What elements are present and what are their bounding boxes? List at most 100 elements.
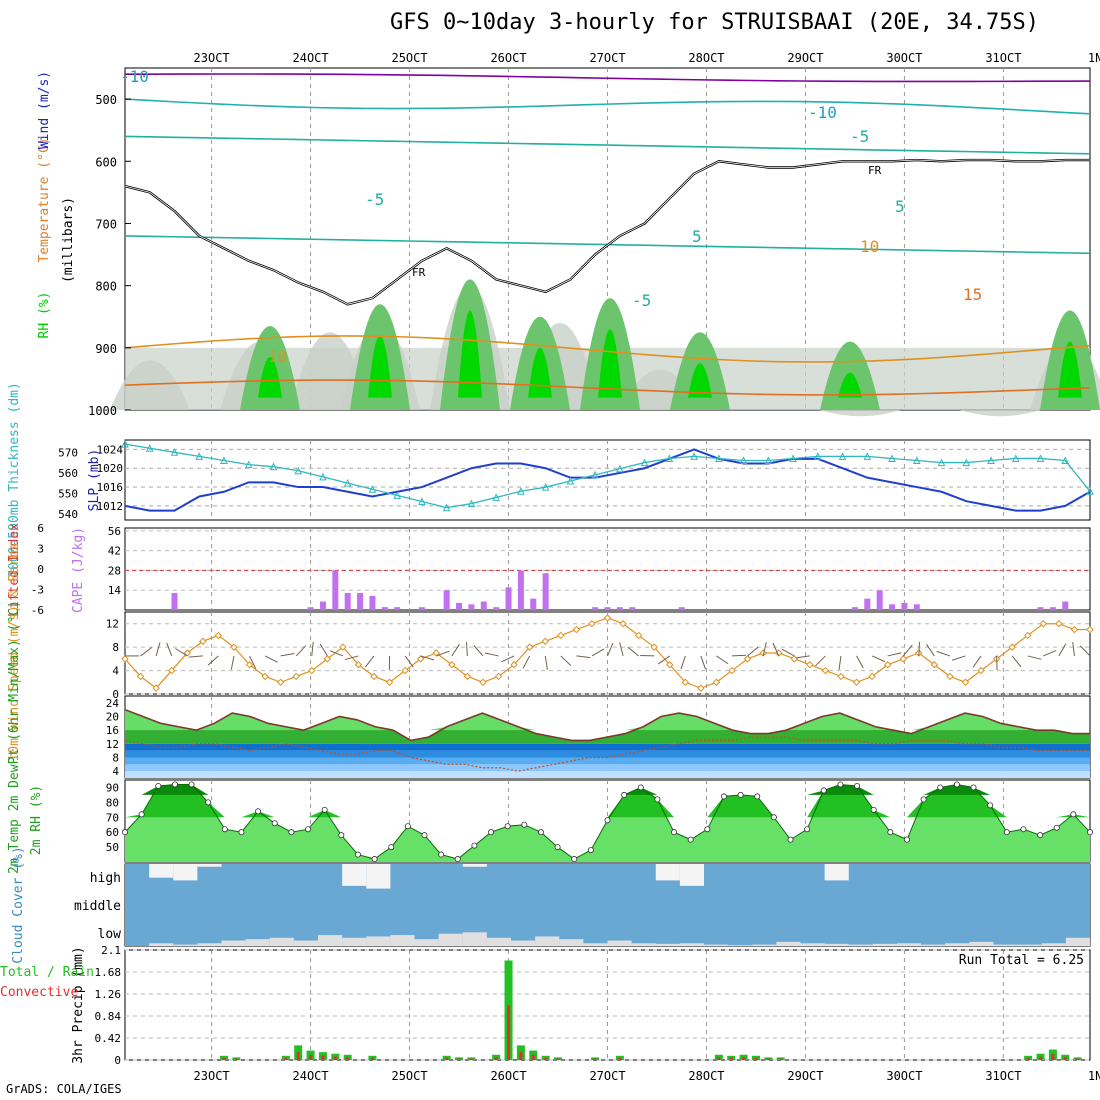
rh-area-bright <box>258 357 282 398</box>
wind-barb <box>856 655 864 669</box>
wind-barb <box>700 655 706 670</box>
wind-barb <box>264 655 278 663</box>
wind-speed-point <box>634 631 643 640</box>
low-cloud-bar <box>366 936 391 946</box>
wind-speed-point <box>930 661 939 669</box>
wind-barb <box>344 655 359 661</box>
rh-point <box>454 856 461 863</box>
y-tick-label: 12 <box>106 738 119 751</box>
wind-speed-point <box>961 678 970 686</box>
wind-barb <box>280 653 295 657</box>
wind-speed-point <box>977 666 985 675</box>
y-tick-label: 1000 <box>88 404 117 418</box>
low-cloud-bar <box>559 939 584 946</box>
rh-point <box>504 823 511 830</box>
thickness-point <box>888 454 896 462</box>
rh-point <box>404 823 411 830</box>
thickness-point <box>814 452 822 460</box>
temp-contour-label: -5 <box>365 190 384 209</box>
thickness-point <box>616 464 624 473</box>
precip-conv-bar <box>469 1058 473 1060</box>
rh-point <box>704 826 711 833</box>
y-axis-title: Temperature (°C) <box>37 137 52 262</box>
y-tick-label: 2.1 <box>101 944 121 957</box>
wind-speed-point <box>354 661 363 669</box>
cape-bar <box>493 607 500 610</box>
rh-area-bright <box>688 363 712 398</box>
wind-barb <box>1079 645 1091 657</box>
y-tick-label: 560 <box>58 467 78 480</box>
wind-barb <box>295 645 307 657</box>
rh-point <box>587 847 594 854</box>
rh-point <box>571 856 578 863</box>
rh-point <box>537 829 544 836</box>
high-cloud-bar <box>149 864 174 878</box>
temp-area-warm <box>125 709 1090 731</box>
wind-barb <box>404 655 414 668</box>
precip-conv-bar <box>742 1057 746 1060</box>
wind-speed-point <box>401 666 409 675</box>
precip-conv-bar <box>445 1057 449 1060</box>
rh-point <box>338 832 345 839</box>
y-tick-label: 1.68 <box>95 966 122 979</box>
rh-area-bright <box>838 372 862 398</box>
time-label-top: 28OCT <box>688 51 724 65</box>
y-tick-label: 16 <box>106 724 119 737</box>
wind-speed-point <box>136 672 145 681</box>
wind-speed-point <box>883 661 892 669</box>
thickness-point <box>492 493 500 501</box>
cape-bar <box>913 604 920 610</box>
rh-point <box>205 799 212 806</box>
rh-point <box>804 826 811 833</box>
low-cloud-bar <box>221 940 246 946</box>
wind-barb <box>365 655 375 668</box>
y-tick-label: 20 <box>106 711 119 724</box>
thickness-point <box>393 491 401 499</box>
low-cloud-bar <box>897 943 922 946</box>
thickness-point <box>195 452 204 460</box>
wind-barb <box>166 642 173 657</box>
precip-conv-bar <box>754 1057 758 1060</box>
rh-area-bright <box>1058 341 1082 398</box>
wind-barb <box>607 642 614 657</box>
wind-speed-point <box>385 678 394 686</box>
cape-bar <box>456 602 463 610</box>
rh-point <box>953 781 960 788</box>
low-cloud-bar <box>993 944 1018 946</box>
wind-barb <box>484 652 499 657</box>
precip-conv-bar <box>284 1057 288 1060</box>
low-cloud-bar <box>1065 937 1090 946</box>
wind-barb <box>762 642 767 657</box>
wind-barb <box>560 655 572 667</box>
cape-bar <box>468 604 475 610</box>
rh-point <box>837 781 844 788</box>
rh-point <box>787 836 794 843</box>
wind-barb <box>230 655 235 670</box>
cape-bar <box>369 595 376 610</box>
rh-point <box>371 856 378 863</box>
rh-point <box>654 796 661 803</box>
rh-point <box>970 784 977 791</box>
page-title: GFS 0~10day 3-hourly for STRUISBAAI (20E… <box>390 10 1040 35</box>
cape-bar <box>1062 601 1069 610</box>
high-cloud-bar <box>342 864 367 886</box>
rh-point <box>305 826 312 833</box>
y-tick-label: 700 <box>95 217 117 231</box>
precip-conv-bar <box>494 1057 498 1060</box>
rh-point <box>754 793 761 800</box>
time-label-bottom: 29OCT <box>787 1069 823 1083</box>
wind-barb <box>1072 641 1075 656</box>
rh-area-high <box>125 784 1090 795</box>
temp-contour-label: -5 <box>632 291 651 310</box>
precip-conv-bar <box>234 1058 238 1060</box>
y-tick-label: 28 <box>108 564 121 577</box>
wind-barb <box>140 647 153 657</box>
wind-barb <box>311 641 314 656</box>
y-tick-label: 8 <box>112 752 119 765</box>
credit-label: GrADS: COLA/IGES <box>6 1082 122 1096</box>
wind-speed-point <box>167 666 176 675</box>
low-cloud-bar <box>583 943 608 946</box>
wind-barb <box>680 655 686 670</box>
wind-barb <box>972 655 982 668</box>
